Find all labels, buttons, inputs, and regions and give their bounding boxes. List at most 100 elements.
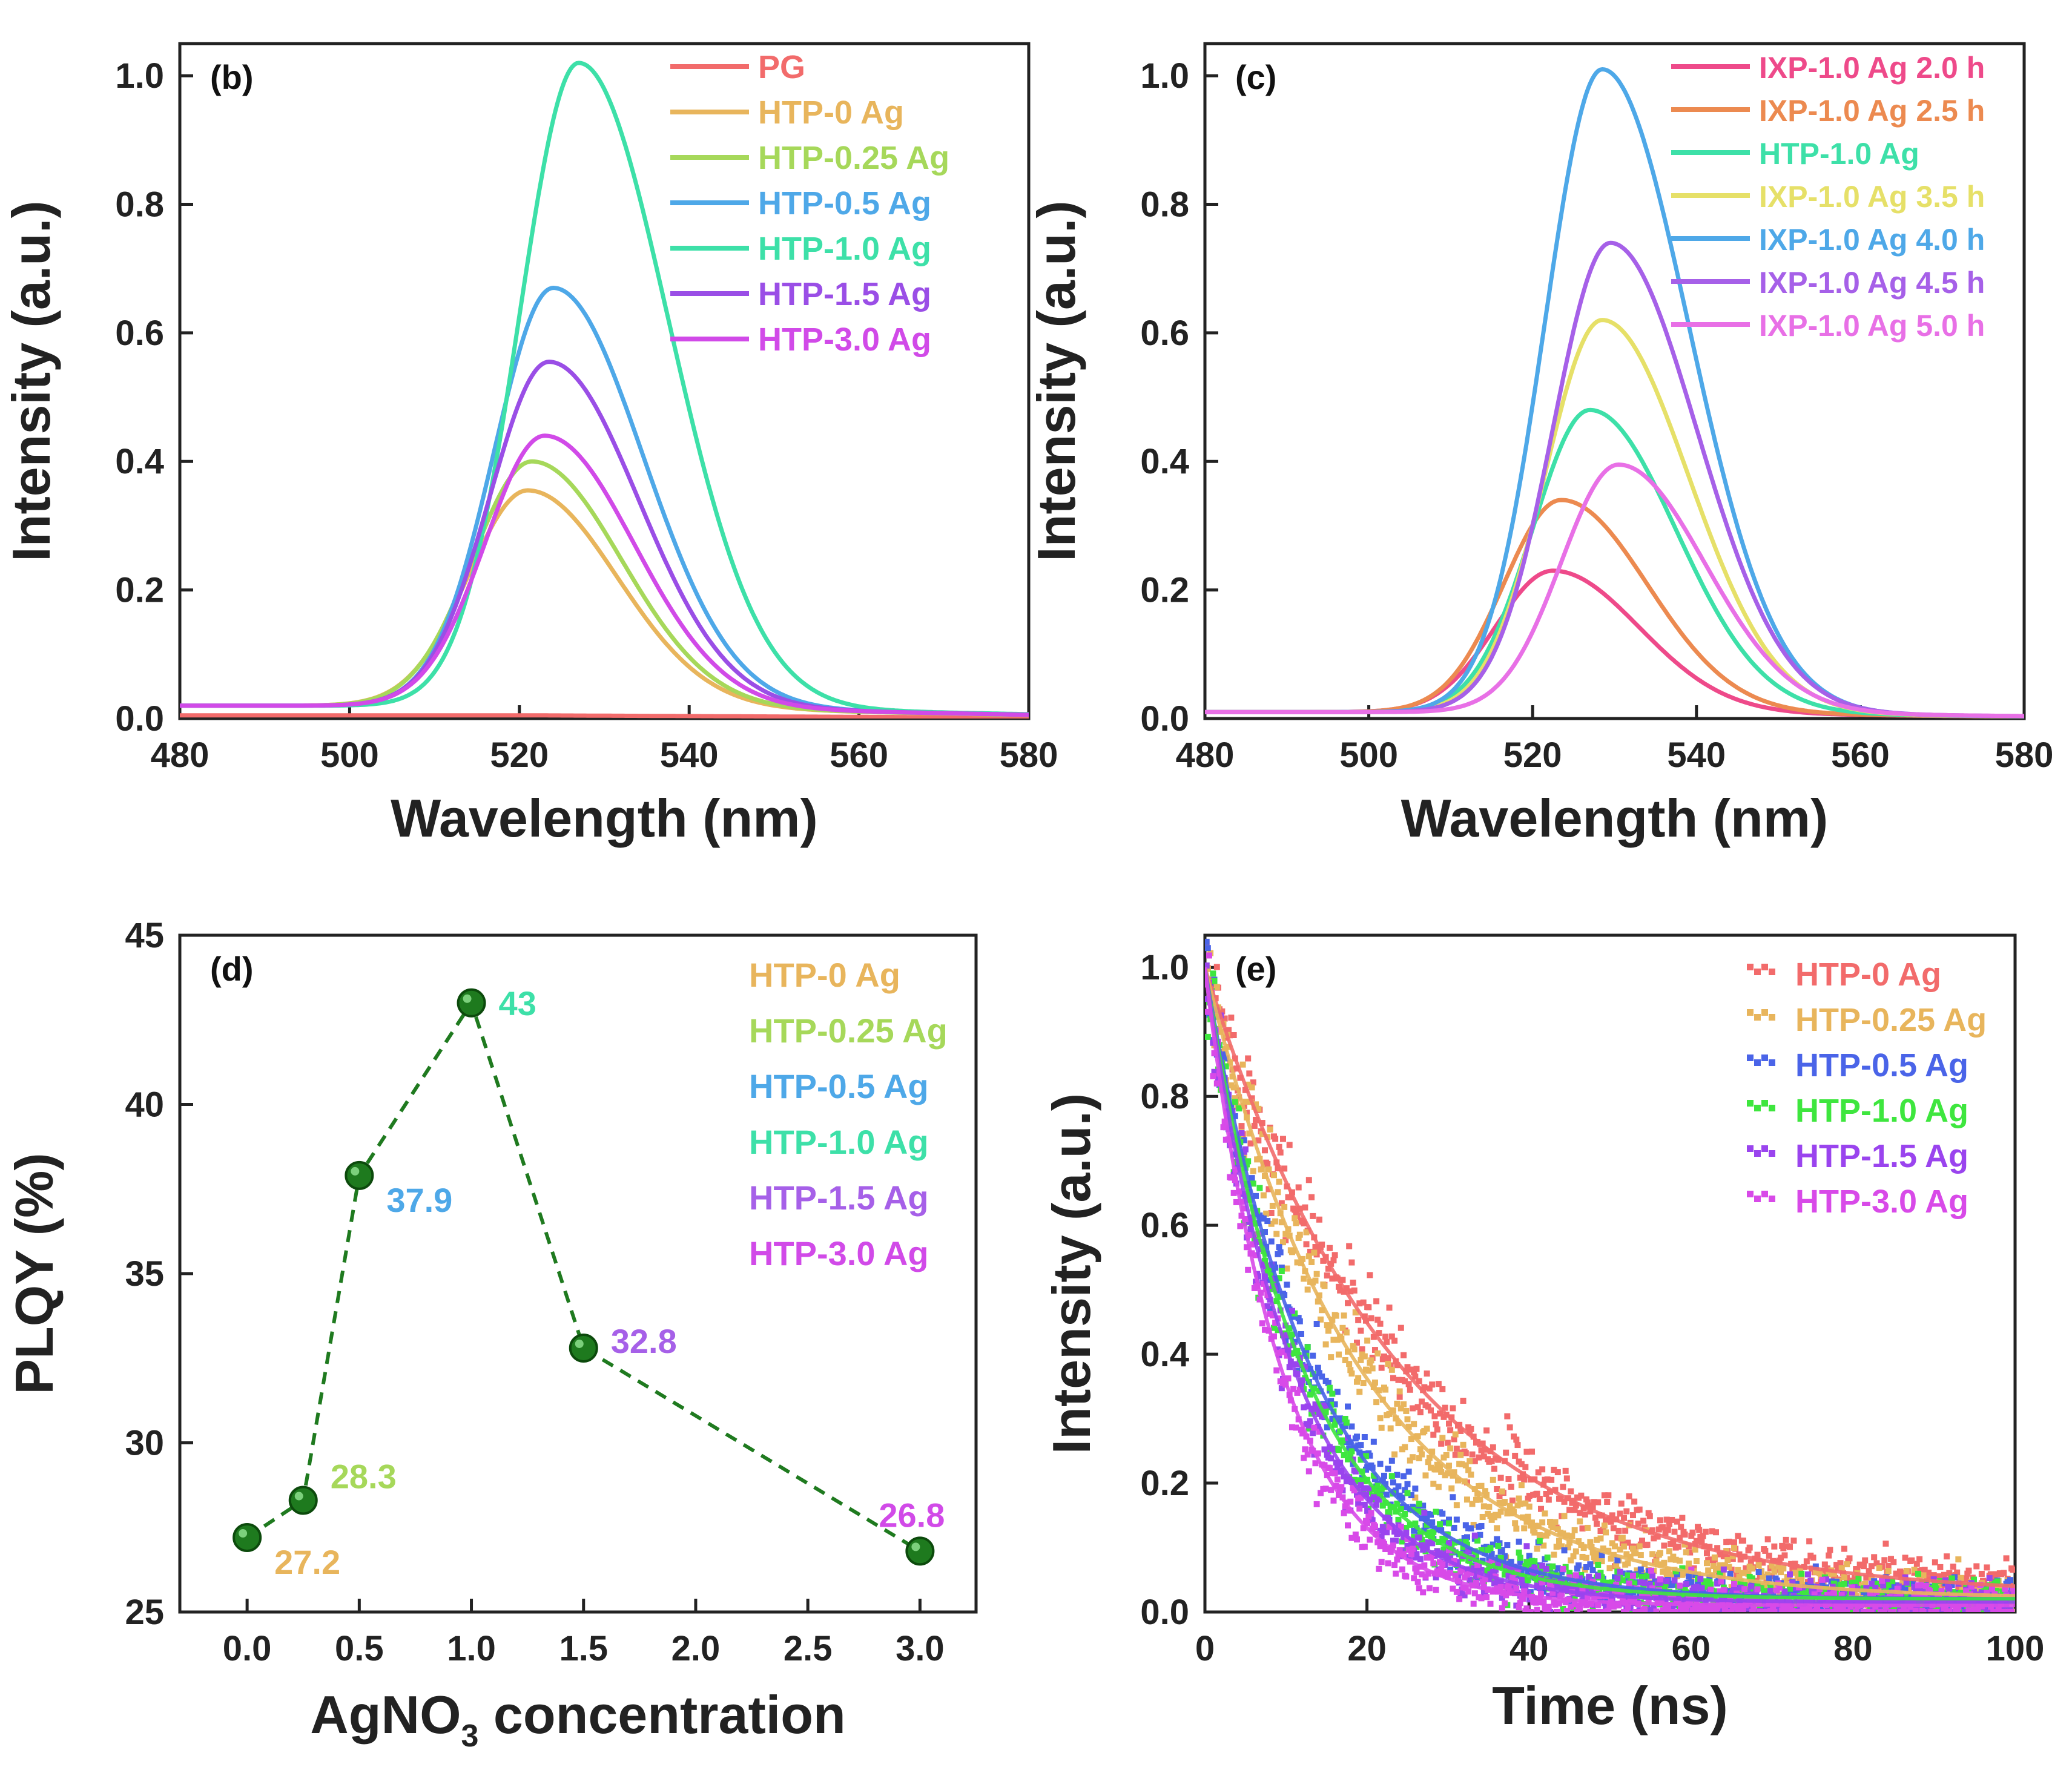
decay-point (1408, 1492, 1414, 1499)
decay-point (1401, 1352, 1407, 1358)
decay-point (1463, 1496, 1470, 1503)
series-line-6 (180, 433, 1029, 717)
decay-point (1331, 1421, 1338, 1428)
decay-point (1702, 1528, 1709, 1535)
decay-point (1244, 1244, 1250, 1251)
decay-point (1902, 1585, 1909, 1591)
decay-point (1277, 1294, 1284, 1300)
decay-point (1435, 1381, 1442, 1387)
decay-point (1331, 1401, 1338, 1408)
decay-point (1787, 1585, 1793, 1592)
decay-point (1450, 1494, 1456, 1501)
decay-point (1288, 1424, 1295, 1430)
decay-point (1433, 1466, 1439, 1473)
decay-point (1328, 1455, 1335, 1462)
decay-point (1310, 1212, 1316, 1219)
decay-point (1775, 1605, 1781, 1611)
decay-point (1483, 1492, 1490, 1498)
decay-point (1577, 1510, 1583, 1516)
decay-point (1866, 1568, 1872, 1574)
decay-point (1246, 1232, 1253, 1239)
decay-point (1937, 1564, 1944, 1570)
decay-point (1232, 1113, 1238, 1119)
decay-point (1313, 1406, 1320, 1412)
decay-point (1885, 1581, 1892, 1588)
decay-point (2011, 1588, 2015, 1595)
decay-point (1402, 1378, 1408, 1384)
decay-point (1575, 1538, 1582, 1545)
decay-point (1255, 1137, 1262, 1143)
decay-point (1412, 1554, 1419, 1561)
decay-point (1591, 1594, 1597, 1601)
decay-point (1233, 1065, 1239, 1072)
decay-point (1474, 1561, 1481, 1568)
decay-point (1925, 1570, 1932, 1576)
decay-point (1595, 1602, 1602, 1608)
decay-point (1293, 1209, 1299, 1216)
decay-point (1978, 1590, 1985, 1596)
decay-point (1612, 1543, 1618, 1550)
decay-point (1417, 1446, 1424, 1453)
decay-point (1585, 1593, 1591, 1600)
decay-point (1301, 1455, 1307, 1461)
x-tick-label: 580 (1000, 735, 1058, 775)
decay-point (1855, 1575, 1862, 1582)
decay-point (1439, 1510, 1446, 1517)
decay-point (1531, 1529, 1538, 1536)
decay-point (1249, 1214, 1255, 1221)
decay-point (1552, 1601, 1559, 1608)
decay-point (1731, 1544, 1737, 1551)
decay-point (1356, 1505, 1363, 1512)
decay-point (1478, 1567, 1485, 1574)
decay-point (1503, 1562, 1509, 1569)
decay-point (1478, 1447, 1485, 1454)
decay-point (1251, 1208, 1258, 1215)
decay-point (1723, 1548, 1730, 1555)
decay-point (1486, 1576, 1493, 1582)
decay-point (1711, 1554, 1718, 1561)
decay-point (1497, 1508, 1504, 1515)
decay-point (1482, 1446, 1488, 1453)
decay-point (1872, 1585, 1879, 1591)
decay-point (1636, 1543, 1643, 1550)
decay-point (1755, 1569, 1762, 1576)
decay-point (1776, 1584, 1783, 1591)
decay-point (1312, 1277, 1319, 1284)
x-tick-label: 580 (1995, 735, 2054, 775)
decay-point (1315, 1298, 1321, 1305)
plqy-value-label-5: 26.8 (879, 1496, 945, 1534)
legend-label-3: IXP-1.0 Ag 3.5 h (1759, 180, 1985, 214)
decay-point (1288, 1308, 1295, 1314)
decay-point (1862, 1557, 1869, 1564)
decay-point (1562, 1467, 1569, 1474)
decay-point (1471, 1458, 1478, 1464)
decay-point (1312, 1401, 1319, 1408)
legend-label-4: HTP-1.5 Ag (1795, 1138, 1968, 1174)
decay-point (1230, 1151, 1237, 1158)
decay-point (1470, 1565, 1477, 1571)
decay-point (1671, 1577, 1678, 1584)
decay-point (1412, 1494, 1419, 1501)
decay-point (1764, 1536, 1771, 1542)
decay-point (1376, 1387, 1382, 1393)
decay-point (1397, 1505, 1404, 1512)
decay-point (1315, 1450, 1321, 1457)
decay-point (1545, 1496, 1552, 1503)
decay-point (1674, 1518, 1680, 1525)
decay-point (1295, 1361, 1302, 1368)
decay-point (1352, 1468, 1359, 1475)
decay-point (1736, 1573, 1743, 1580)
decay-point (1451, 1436, 1457, 1443)
x-tick-label: 560 (1831, 735, 1890, 775)
decay-point (1610, 1525, 1617, 1531)
decay-point (1360, 1380, 1367, 1386)
legend: HTP-0 Ag HTP-0.25 Ag HTP-0.5 Ag HTP-1.0 Ag H… (1747, 956, 1987, 1220)
decay-point (1538, 1590, 1545, 1597)
decay-point (1687, 1549, 1694, 1556)
legend-marker-1 (1754, 1014, 1761, 1021)
decay-point (1538, 1533, 1545, 1539)
decay-point (1403, 1529, 1410, 1536)
decay-point (1440, 1546, 1447, 1553)
y-tick-label: 0.6 (1140, 1206, 1189, 1245)
decay-point (1619, 1577, 1626, 1584)
